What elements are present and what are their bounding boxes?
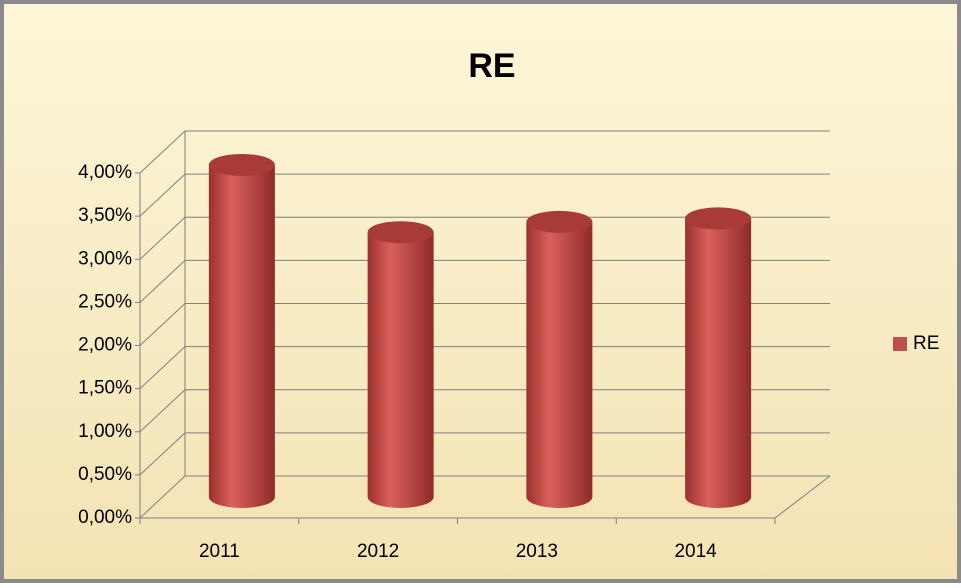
y-tick-label: 0,50% bbox=[78, 464, 132, 485]
grid-line bbox=[139, 216, 830, 260]
grid-line bbox=[139, 432, 830, 476]
grid-line bbox=[139, 130, 830, 174]
bar-top bbox=[208, 153, 275, 176]
y-tick-label: 4,00% bbox=[78, 162, 132, 183]
bar-top bbox=[367, 221, 434, 244]
legend-swatch bbox=[893, 337, 907, 351]
x-tick-label: 2013 bbox=[516, 541, 558, 562]
x-tick-label: 2014 bbox=[674, 541, 717, 562]
bar bbox=[526, 221, 593, 509]
legend-label: RE bbox=[913, 333, 939, 354]
y-tick-label: 2,50% bbox=[78, 291, 132, 312]
bar bbox=[367, 232, 434, 509]
grid-line bbox=[139, 173, 830, 217]
y-tick-label: 0,00% bbox=[78, 507, 132, 528]
bar bbox=[208, 164, 275, 509]
grid-line bbox=[139, 303, 830, 346]
y-tick-label: 1,50% bbox=[78, 378, 132, 399]
grid-line bbox=[139, 346, 830, 389]
y-tick-label: 2,00% bbox=[78, 335, 132, 356]
chart-title: RE bbox=[468, 47, 515, 85]
y-tick-label: 3,50% bbox=[78, 205, 132, 226]
bar bbox=[685, 218, 752, 509]
x-tick-label: 2011 bbox=[199, 541, 240, 562]
grid-line bbox=[139, 389, 830, 433]
x-tick-label: 2012 bbox=[357, 541, 399, 562]
grid-line bbox=[139, 259, 830, 303]
y-tick-label: 1,00% bbox=[78, 421, 132, 442]
bar-top bbox=[526, 210, 593, 233]
bar-top bbox=[685, 207, 752, 230]
grid-line bbox=[139, 475, 830, 519]
y-tick-label: 3,00% bbox=[78, 248, 132, 269]
